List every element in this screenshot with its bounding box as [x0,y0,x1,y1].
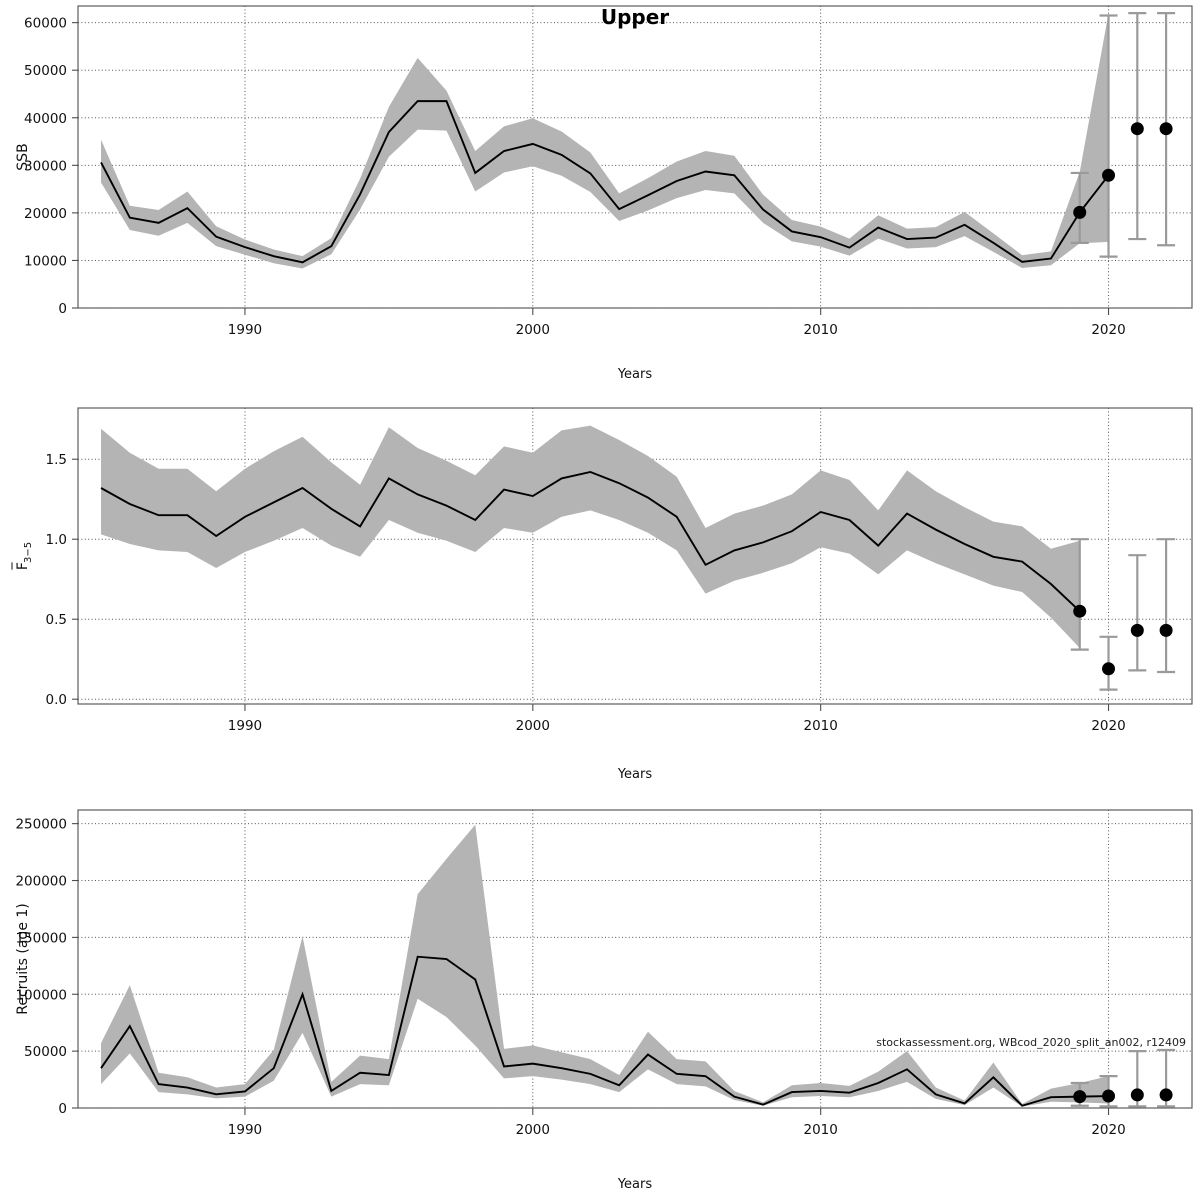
forecast-point-group [1128,1050,1147,1108]
xtick-label: 2020 [1091,718,1125,734]
ytick-label: 0.5 [46,612,67,628]
xtick-label: 2000 [516,718,550,734]
forecast-point [1102,168,1116,182]
forecast-point-group [1099,635,1118,691]
x-axis-title: Years [617,1177,653,1192]
forecast-point-group [1128,554,1147,672]
panel-ssb: 0 10000 20000 30000 40000 50000 60000 1990 2000 2… [0,0,1200,390]
forecast-point [1159,623,1173,637]
forecast-point-group [1070,1081,1089,1107]
ytick-label: 150000 [15,930,67,946]
x-axis-title: Years [617,367,653,382]
ytick-label: 40000 [24,111,67,127]
forecast-point-group [1157,538,1176,674]
ytick-label: 0.0 [46,692,67,708]
chart-ssb: 0 10000 20000 30000 40000 50000 60000 1990 2000 2… [15,5,1193,382]
forecast-point-group [1070,538,1089,651]
terminal-year-point [1073,1090,1087,1104]
ytick-label: 10000 [24,253,67,269]
ytick-label: 1.0 [46,532,67,548]
confidence-ribbon [101,13,1109,269]
confidence-ribbon [101,824,1109,1107]
terminal-year-point [1073,205,1087,219]
ytick-label: 20000 [24,206,67,222]
ytick-label: 50000 [24,1044,67,1060]
chart-title: Upper [601,5,669,29]
xtick-label: 2010 [803,718,837,734]
panel-recruits: 0 50000 100000 150000 200000 250000 1990 2000 20… [0,790,1200,1200]
terminal-year-point [1073,604,1087,618]
xtick-label: 1990 [228,718,262,734]
forecast-point [1159,122,1173,136]
xtick-label: 1990 [228,322,262,338]
y-axis-title: SSB [15,143,31,170]
x-axis-title: Years [617,767,653,782]
xtick-label: 2000 [516,1122,550,1138]
forecast-point-group [1157,1048,1176,1108]
ytick-label: 200000 [15,874,67,890]
ytick-label: 60000 [24,16,67,32]
ytick-label: 250000 [15,817,67,833]
forecast-point-group [1070,171,1089,244]
watermark-text: stockassessment.org, WBcod_2020_split_an… [876,1036,1186,1049]
forecast-point [1130,623,1144,637]
ytick-label: 0 [58,1101,67,1117]
median-line [100,100,1110,264]
chart-fbar: 0.0 0.5 1.0 1.5 1990 2000 2010 2020 Years F‾3−5 [11,407,1193,782]
xtick-label: 2010 [803,322,837,338]
forecast-point [1130,122,1144,136]
xtick-label: 2020 [1091,322,1125,338]
forecast-point [1130,1088,1144,1102]
ytick-label: 100000 [15,987,67,1003]
ytick-label: 1.5 [46,452,67,468]
y-axis-title-group: F‾3−5 [11,542,35,571]
y-axis-title-group: Recruits (age 1) [15,903,31,1015]
forecast-point [1159,1088,1173,1102]
ytick-label: 50000 [24,63,67,79]
forecast-point-group [1099,1075,1118,1108]
xtick-label: 1990 [228,1122,262,1138]
xtick-label: 2020 [1091,1122,1125,1138]
forecast-point-group [1157,12,1176,247]
ytick-label: 30000 [24,158,67,174]
chart-recruits: 0 50000 100000 150000 200000 250000 1990 2000 20… [15,809,1193,1192]
forecast-point-group [1099,14,1118,258]
y-axis-title-group: SSB [15,143,31,170]
xtick-label: 2010 [803,1122,837,1138]
forecast-point [1102,1089,1116,1103]
forecast-point [1102,662,1116,676]
median-line [100,955,1109,1107]
panel-fbar: 0.0 0.5 1.0 1.5 1990 2000 2010 2020 Years F‾3−5 [0,390,1200,790]
ytick-label: 0 [58,301,67,317]
confidence-ribbon [101,425,1080,648]
median-line [100,471,1081,612]
xtick-label: 2000 [516,322,550,338]
forecast-point-group [1128,12,1147,241]
y-axis-title: Recruits (age 1) [15,903,31,1015]
y-axis-title: F‾3−5 [11,542,35,571]
